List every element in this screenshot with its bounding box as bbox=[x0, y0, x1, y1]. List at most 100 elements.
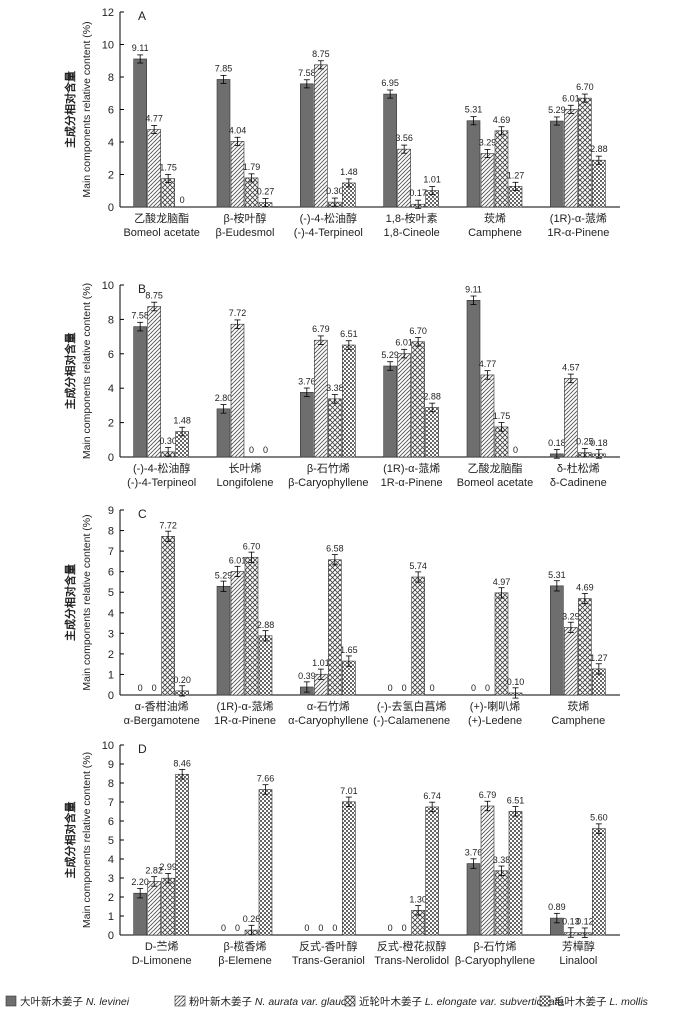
legend-cn: 粉叶新木姜子 bbox=[189, 995, 255, 1008]
category-label-cn: 长叶烯 bbox=[229, 462, 262, 475]
bar bbox=[494, 870, 509, 936]
bar bbox=[147, 306, 161, 458]
bar bbox=[508, 811, 523, 936]
legend-entry: 毛叶木姜子 L. mollis bbox=[554, 995, 649, 1008]
category-label-cn: β-石竹烯 bbox=[474, 939, 517, 953]
data-label: 0.30 bbox=[159, 436, 177, 446]
data-label: 6.79 bbox=[312, 324, 330, 334]
data-label: 5.31 bbox=[548, 570, 566, 580]
data-label: 4.69 bbox=[576, 583, 594, 593]
panel-A: 0 2 4 6 8 10 12 A Main components relative conte… bbox=[63, 7, 620, 239]
category-label: 1,8-Cineole bbox=[384, 227, 440, 239]
data-label: 0.10 bbox=[507, 677, 525, 687]
bar bbox=[216, 79, 231, 208]
bar bbox=[466, 120, 481, 208]
legend-entry: 大叶新木姜子 N. levinei bbox=[20, 995, 130, 1008]
data-label: 7.72 bbox=[229, 308, 247, 318]
bar bbox=[133, 326, 147, 458]
legend-latin: N. levinei bbox=[86, 996, 130, 1008]
data-label: 0.26 bbox=[243, 914, 261, 924]
legend-cn: 大叶新木姜子 bbox=[20, 995, 86, 1008]
data-label: 3.76 bbox=[298, 376, 316, 386]
data-label: 2.99 bbox=[159, 862, 177, 872]
data-label: 9.11 bbox=[132, 43, 149, 53]
legend-entry: 粉叶新木姜子 N. aurata var. glauce bbox=[189, 995, 352, 1008]
bar bbox=[592, 159, 606, 208]
category-label: β-Eudesmol bbox=[216, 227, 275, 239]
category-label-cn: 芳樟醇 bbox=[562, 939, 595, 953]
data-label: 1.27 bbox=[507, 170, 525, 180]
y-tick-label: 2 bbox=[108, 892, 114, 904]
category-label: α-Bergamotene bbox=[124, 715, 200, 727]
y-tick-label: 12 bbox=[102, 7, 114, 19]
data-label: 6.01 bbox=[562, 93, 580, 103]
data-label: 6.01 bbox=[229, 555, 247, 565]
y-tick-label: 4 bbox=[108, 383, 114, 395]
bar bbox=[300, 392, 314, 458]
y-axis-label-cn: 主成分相对含量 bbox=[63, 802, 77, 879]
bar bbox=[550, 120, 564, 208]
data-label: 1.75 bbox=[159, 163, 177, 173]
y-axis-label: Main components relative content (%) bbox=[81, 752, 93, 928]
y-tick-label: 9 bbox=[108, 505, 114, 517]
bar bbox=[175, 773, 189, 936]
data-label: 0.20 bbox=[173, 675, 191, 685]
bar bbox=[397, 148, 411, 208]
bar bbox=[133, 892, 147, 936]
bar bbox=[216, 585, 231, 696]
bar bbox=[328, 559, 342, 696]
y-tick-label: 0 bbox=[108, 202, 114, 214]
y-tick-label: 8 bbox=[108, 72, 114, 84]
data-label: 0.39 bbox=[298, 671, 316, 681]
y-tick-label: 10 bbox=[102, 40, 114, 52]
data-label: 7.66 bbox=[257, 773, 275, 783]
category-label: D-Limonene bbox=[132, 955, 192, 967]
bar bbox=[230, 323, 245, 458]
data-label: 1.65 bbox=[340, 645, 358, 655]
y-tick-label: 2 bbox=[108, 649, 114, 661]
data-label: 0 bbox=[263, 445, 268, 455]
data-label: 1.30 bbox=[409, 894, 427, 904]
data-label: 3.38 bbox=[493, 855, 511, 865]
y-tick-label: 1 bbox=[108, 911, 114, 923]
category-label: Linalool bbox=[559, 955, 597, 967]
category-label-cn: 反式-橙花叔醇 bbox=[377, 939, 447, 953]
category-label: Camphene bbox=[551, 715, 605, 727]
data-label: 3.56 bbox=[395, 133, 413, 143]
legend-latin: N. aurata var. glauce bbox=[255, 996, 352, 1008]
y-tick-label: 4 bbox=[108, 854, 114, 866]
panel-D: 0 1 2 3 4 5 6 7 8 9 10 D Main components relative co… bbox=[63, 740, 620, 967]
y-axis-label-cn: 主成分相对含量 bbox=[63, 333, 77, 410]
data-label: 0.27 bbox=[257, 187, 275, 197]
legend-latin: L. elongate var. subverticillata bbox=[425, 996, 564, 1008]
data-label: 0 bbox=[180, 195, 185, 205]
bar bbox=[342, 344, 356, 458]
y-tick-label: 6 bbox=[108, 567, 114, 579]
y-axis-label-cn: 主成分相对含量 bbox=[63, 71, 77, 148]
bar bbox=[383, 93, 397, 208]
y-tick-label: 1 bbox=[108, 669, 114, 681]
panel-letter: C bbox=[138, 507, 147, 521]
bar bbox=[466, 300, 481, 458]
data-label: 2.88 bbox=[257, 620, 275, 630]
data-label: 5.60 bbox=[590, 813, 608, 823]
y-tick-label: 0 bbox=[108, 452, 114, 464]
bar bbox=[425, 407, 439, 458]
data-label: 1.79 bbox=[243, 162, 261, 172]
category-label-cn: β-桉叶醇 bbox=[224, 211, 267, 225]
data-label: 3.76 bbox=[465, 848, 483, 858]
category-label-cn: β-榄香烯 bbox=[224, 940, 267, 953]
data-label: 0.25 bbox=[576, 437, 594, 447]
y-tick-label: 10 bbox=[102, 280, 114, 292]
y-tick-label: 8 bbox=[108, 314, 114, 326]
bar bbox=[230, 141, 245, 208]
data-label: 6.70 bbox=[409, 326, 427, 336]
category-label-cn: 乙酸龙脑酯 bbox=[468, 461, 523, 475]
category-label: 1R-α-Pinene bbox=[214, 715, 276, 727]
data-label: 1.48 bbox=[340, 167, 358, 177]
category-label: 1R-α-Pinene bbox=[381, 477, 443, 489]
data-label: 4.69 bbox=[493, 115, 511, 125]
y-tick-label: 6 bbox=[108, 349, 114, 361]
data-label: 8.75 bbox=[312, 49, 330, 59]
legend: 大叶新木姜子 N. levinei 粉叶新木姜子 N. aurata var. g… bbox=[5, 995, 649, 1008]
